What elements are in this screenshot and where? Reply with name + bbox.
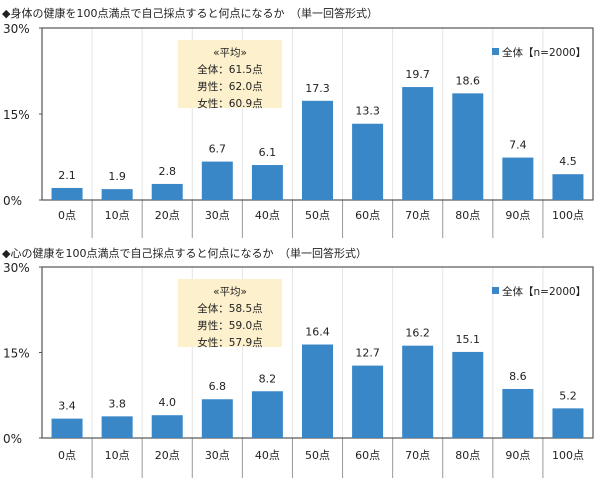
data-label: 5.2 (559, 389, 577, 402)
y-tick-label: 30% (3, 22, 30, 36)
data-label: 6.7 (209, 143, 227, 156)
data-label: 16.2 (405, 327, 430, 340)
bar-100点 (552, 408, 584, 438)
y-tick-label: 0% (3, 432, 22, 446)
bar-0点 (51, 418, 83, 438)
legend: 全体【n=2000】 (492, 285, 586, 298)
data-label: 15.1 (456, 333, 481, 346)
bar-50点 (302, 344, 333, 438)
data-label: 4.0 (158, 396, 176, 409)
bar-80点 (452, 351, 484, 438)
x-tick-label: 30点 (205, 209, 230, 222)
x-tick-label: 10点 (105, 449, 130, 462)
x-tick-label: 60点 (355, 209, 380, 222)
average-annotation-line: 全体：58.5点 (197, 302, 262, 315)
y-tick-label: 0% (3, 194, 22, 208)
average-annotation-box (178, 279, 282, 347)
average-annotation-line: «平均» (213, 47, 247, 59)
data-label: 2.1 (58, 169, 76, 182)
y-tick-label: 15% (3, 108, 30, 122)
x-tick-label: 10点 (105, 209, 130, 222)
data-label: 6.8 (209, 380, 227, 393)
chart-title: ◆身体の健康を100点満点で自己採点すると何点になるか （単一回答形式） (2, 6, 378, 20)
x-tick-label: 90点 (505, 449, 530, 462)
bar-60点 (352, 123, 384, 200)
bar-90点 (502, 157, 534, 200)
data-label: 2.8 (158, 165, 176, 178)
bar-10点 (101, 189, 133, 200)
data-label: 17.3 (305, 82, 330, 95)
average-annotation-line: 女性：60.9点 (197, 97, 262, 110)
x-tick-label: 70点 (405, 449, 430, 462)
data-label: 13.3 (355, 105, 380, 118)
data-label: 16.4 (305, 326, 330, 339)
data-label: 18.6 (456, 74, 481, 87)
bar-10点 (101, 416, 133, 438)
legend: 全体【n=2000】 (492, 46, 586, 59)
bar-30点 (201, 399, 233, 438)
bar-20点 (151, 415, 183, 438)
x-tick-label: 100点 (552, 209, 584, 222)
bar-0点 (51, 187, 83, 200)
bar-40点 (251, 165, 283, 200)
data-label: 8.2 (259, 372, 277, 385)
data-label: 3.4 (58, 400, 76, 413)
x-tick-label: 0点 (58, 449, 76, 462)
legend-label: 全体【n=2000】 (502, 285, 586, 298)
legend-swatch (492, 287, 499, 294)
data-label: 1.9 (108, 170, 126, 183)
x-tick-label: 40点 (255, 209, 280, 222)
data-label: 19.7 (405, 68, 430, 81)
x-tick-label: 90点 (505, 209, 530, 222)
legend-swatch (492, 48, 499, 55)
bar-70点 (402, 345, 434, 438)
x-tick-label: 30点 (205, 449, 230, 462)
x-tick-label: 70点 (405, 209, 430, 222)
average-annotation-box (178, 40, 282, 108)
x-tick-label: 40点 (255, 449, 280, 462)
x-tick-label: 80点 (455, 209, 480, 222)
x-tick-label: 20点 (155, 449, 180, 462)
bar-90点 (502, 388, 534, 438)
data-label: 7.4 (509, 139, 527, 152)
bar-50点 (302, 100, 333, 200)
data-label: 4.5 (559, 155, 577, 168)
x-tick-label: 50点 (305, 209, 330, 222)
x-tick-label: 60点 (355, 449, 380, 462)
bar-80点 (452, 93, 484, 200)
x-tick-label: 0点 (58, 209, 76, 222)
average-annotation-line: 男性：59.0点 (197, 319, 262, 332)
average-annotation-line: «平均» (213, 286, 247, 298)
bar-100点 (552, 174, 584, 200)
chart-title: ◆心の健康を100点満点で自己採点すると何点になるか （単一回答形式） (2, 246, 367, 260)
bar-30点 (201, 161, 233, 200)
x-tick-label: 80点 (455, 449, 480, 462)
chart-panel-2: ◆心の健康を100点満点で自己採点すると何点になるか （単一回答形式） 0% 15%… (2, 246, 594, 478)
data-label: 6.1 (259, 146, 277, 159)
y-tick-label: 30% (3, 261, 30, 275)
data-label: 12.7 (355, 347, 380, 360)
chart-panel-1: ◆身体の健康を100点満点で自己採点すると何点になるか （単一回答形式） 0% 15… (2, 6, 594, 238)
bar-60点 (352, 365, 384, 438)
data-label: 8.6 (509, 370, 527, 383)
x-tick-label: 100点 (552, 449, 584, 462)
bar-70点 (402, 87, 434, 200)
average-annotation-line: 男性：62.0点 (197, 80, 262, 93)
x-tick-label: 50点 (305, 449, 330, 462)
bar-20点 (151, 183, 183, 200)
average-annotation-line: 女性：57.9点 (197, 336, 262, 349)
legend-label: 全体【n=2000】 (502, 46, 586, 59)
y-tick-label: 15% (3, 347, 30, 361)
data-label: 3.8 (108, 397, 126, 410)
bar-40点 (251, 391, 283, 438)
x-tick-label: 20点 (155, 209, 180, 222)
average-annotation-line: 全体：61.5点 (197, 63, 262, 76)
